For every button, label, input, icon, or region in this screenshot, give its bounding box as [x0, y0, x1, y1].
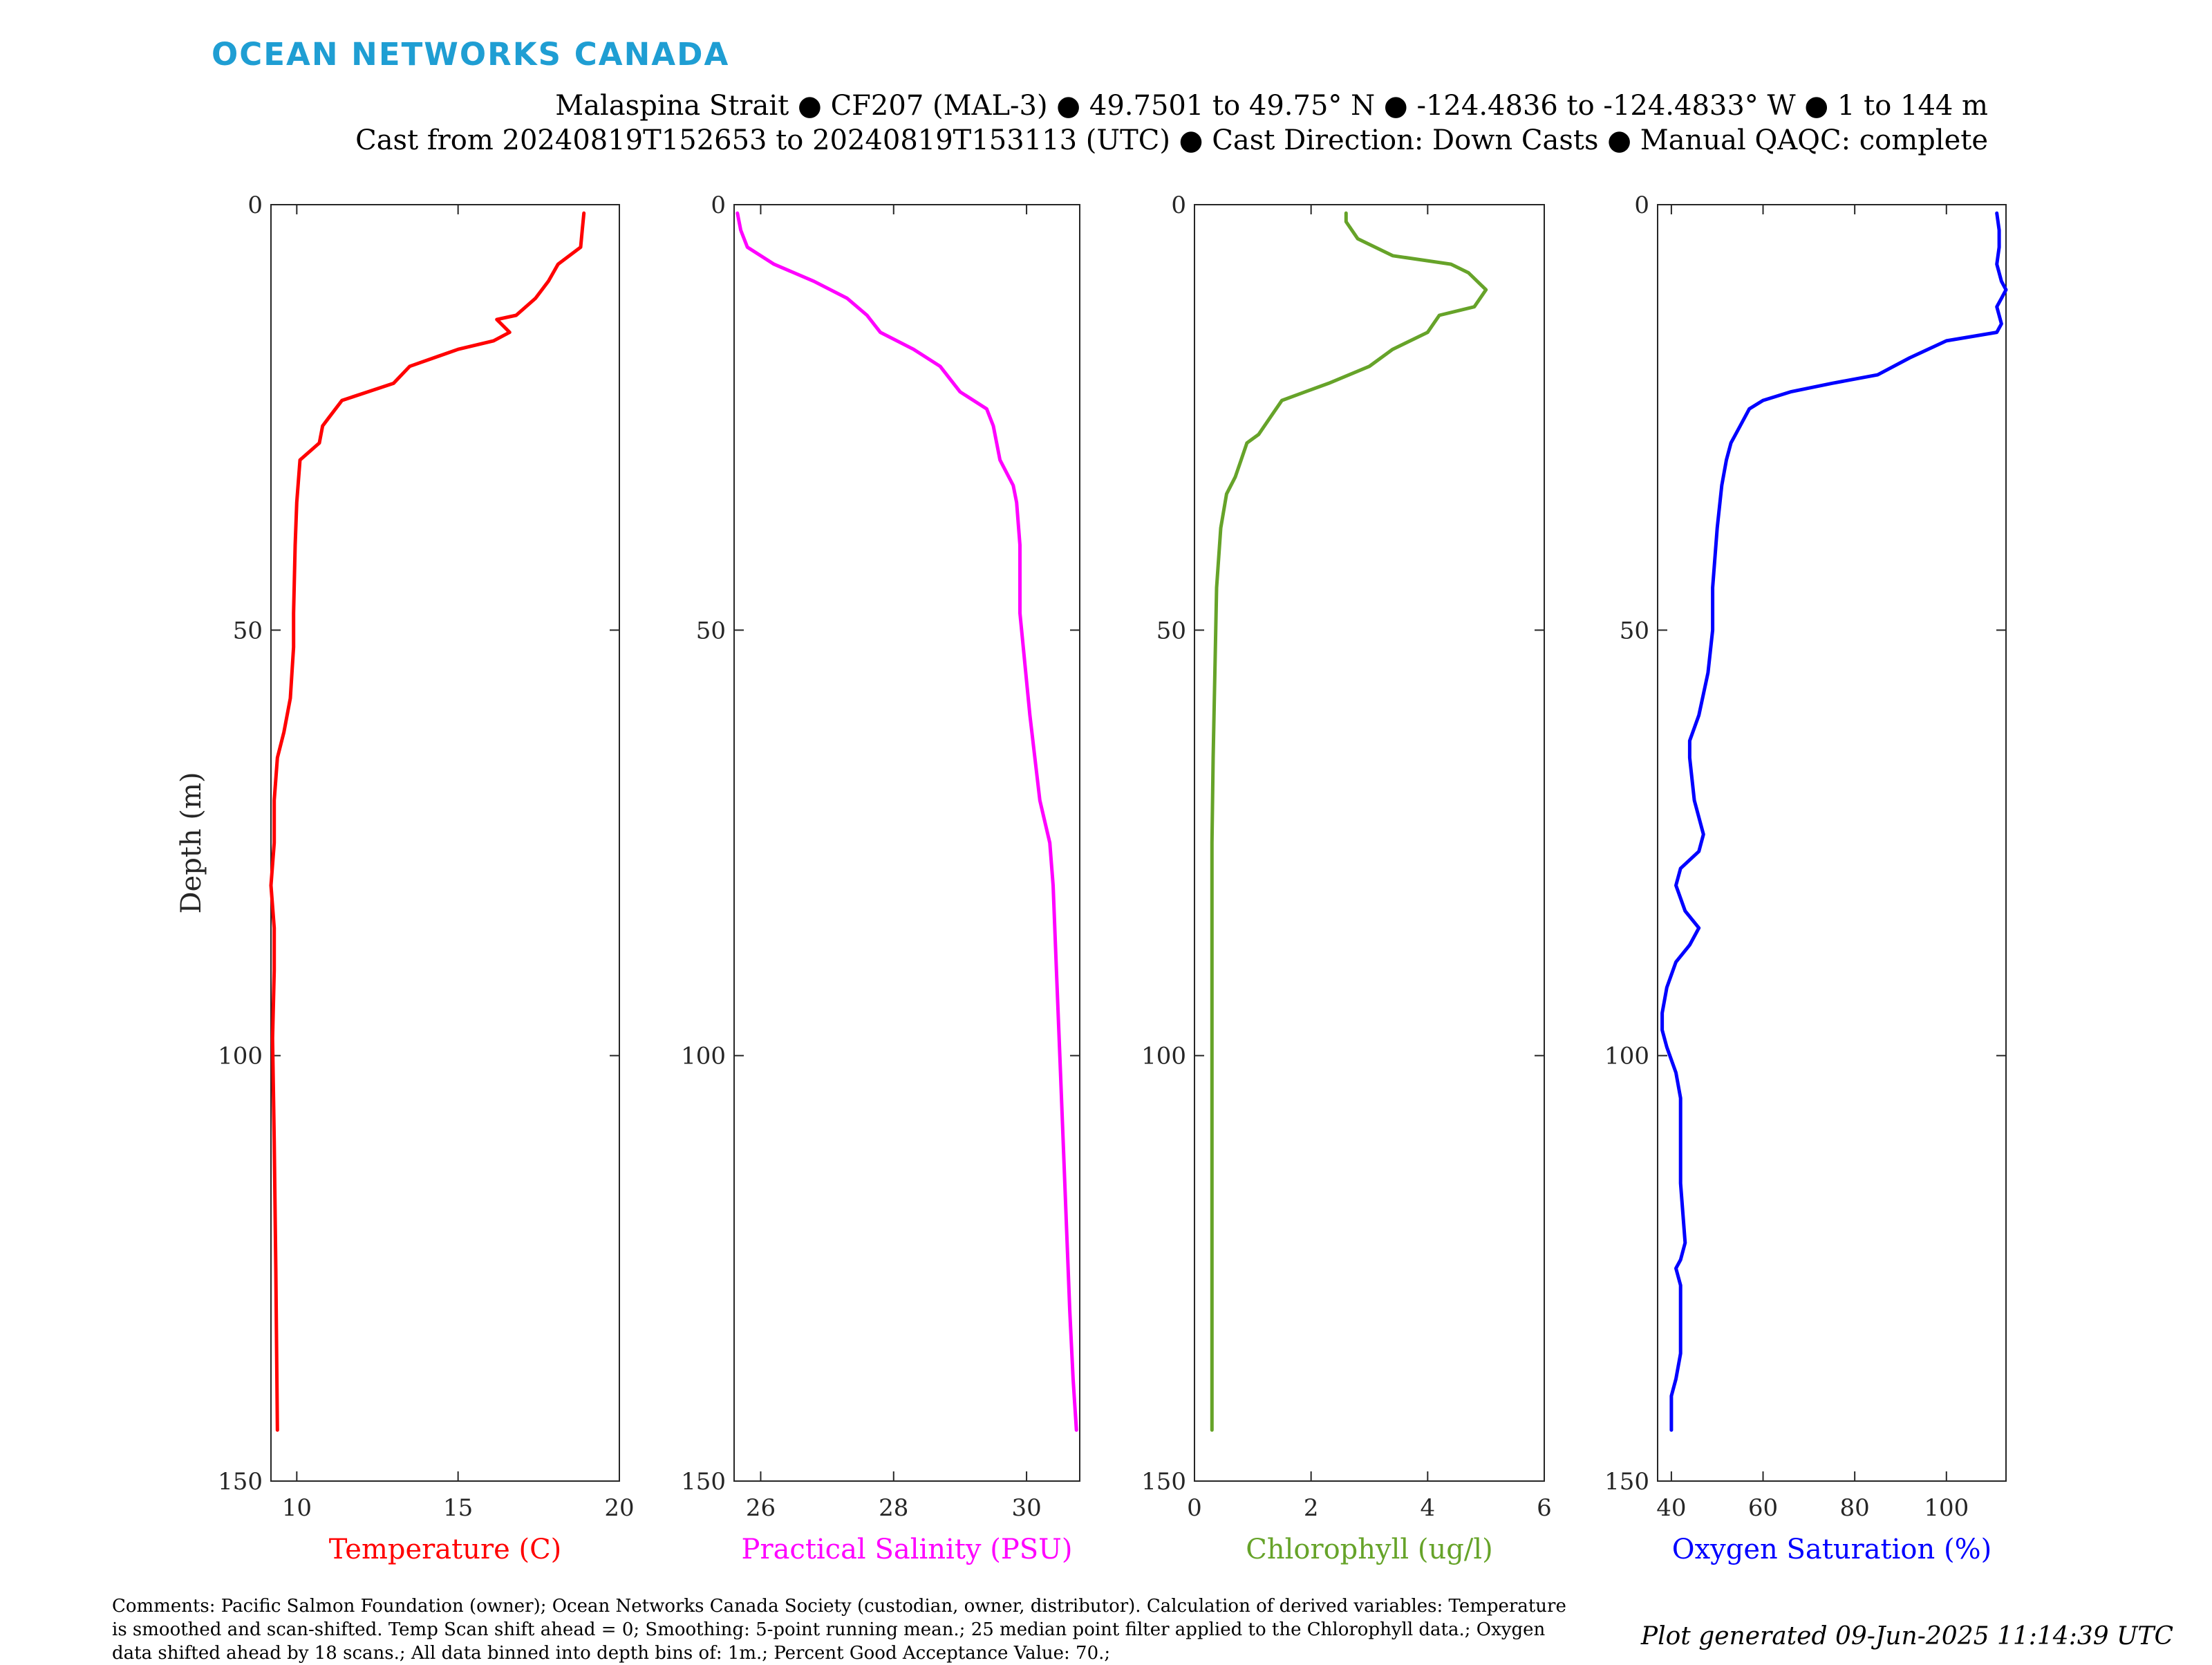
x-axis-label: Chlorophyll (ug/l) — [1246, 1534, 1493, 1565]
x-tick-label: 26 — [746, 1494, 776, 1522]
brand-logo: OCEAN NETWORKS CANADA — [212, 36, 730, 73]
y-axis-label: Depth (m) — [176, 772, 207, 913]
plot-frame-4 — [1657, 204, 2007, 1482]
y-tick-label: 50 — [1620, 617, 1649, 644]
y-tick-label: 100 — [218, 1043, 263, 1070]
x-tick-label: 15 — [443, 1494, 473, 1522]
plot-frame-1 — [270, 204, 620, 1482]
header-cast-info: Cast from 20240819T152653 to 20240819T15… — [355, 124, 1988, 156]
comments-text: Comments: Pacific Salmon Foundation (own… — [112, 1596, 1566, 1664]
plot-generated-timestamp: Plot generated 09-Jun-2025 11:14:39 UTC — [1640, 1622, 2173, 1650]
series-line-1-1 — [269, 211, 586, 1432]
series-line-2-1 — [735, 211, 1078, 1432]
x-tick-label: 80 — [1840, 1494, 1870, 1522]
y-tick-label: 100 — [681, 1043, 726, 1070]
header-location: Malaspina Strait ● CF207 (MAL-3) ● 49.75… — [555, 90, 1988, 122]
y-tick-label: 150 — [1141, 1468, 1186, 1496]
y-tick-label: 150 — [681, 1468, 726, 1496]
y-tick-label: 0 — [1634, 192, 1649, 219]
series-line-4-1 — [1660, 211, 2008, 1432]
plot-frame-3 — [1194, 204, 1545, 1482]
y-tick-label: 50 — [1156, 617, 1186, 644]
y-tick-label: 0 — [711, 192, 726, 219]
x-tick-label: 2 — [1304, 1494, 1319, 1522]
x-tick-label: 10 — [282, 1494, 312, 1522]
x-axis-label: Practical Salinity (PSU) — [742, 1534, 1073, 1565]
x-tick-label: 30 — [1011, 1494, 1041, 1522]
y-tick-label: 100 — [1141, 1043, 1186, 1070]
x-tick-label: 100 — [1924, 1494, 1969, 1522]
series-line-3-1 — [1210, 211, 1488, 1432]
x-tick-label: 28 — [879, 1494, 908, 1522]
y-tick-label: 50 — [233, 617, 263, 644]
plot-frame-2 — [733, 204, 1080, 1482]
x-tick-label: 0 — [1187, 1494, 1202, 1522]
y-tick-label: 150 — [1604, 1468, 1649, 1496]
y-tick-label: 50 — [696, 617, 726, 644]
x-tick-label: 6 — [1537, 1494, 1552, 1522]
x-axis-label: Oxygen Saturation (%) — [1672, 1534, 1991, 1565]
x-axis-label: Temperature (C) — [329, 1534, 562, 1565]
y-tick-label: 100 — [1604, 1043, 1649, 1070]
x-tick-label: 40 — [1656, 1494, 1686, 1522]
y-tick-label: 0 — [1171, 192, 1186, 219]
x-tick-label: 20 — [604, 1494, 634, 1522]
y-tick-label: 0 — [247, 192, 263, 219]
x-tick-label: 4 — [1421, 1494, 1436, 1522]
x-tick-label: 60 — [1748, 1494, 1778, 1522]
y-tick-label: 150 — [218, 1468, 263, 1496]
